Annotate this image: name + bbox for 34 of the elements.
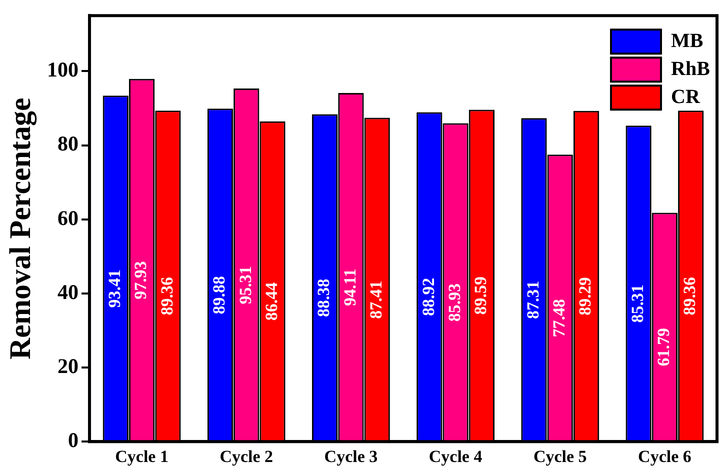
data-label: 86.44	[262, 282, 281, 321]
x-tick-label: Cycle 6	[638, 447, 692, 466]
data-label: 94.11	[340, 268, 360, 306]
y-tick-label: 60	[58, 206, 78, 230]
data-label: 89.88	[210, 276, 229, 314]
data-label: 87.41	[366, 280, 386, 319]
data-label: 93.41	[105, 269, 124, 308]
x-tick-label: Cycle 5	[533, 447, 587, 466]
legend-label: MB	[671, 30, 704, 52]
data-label: 97.93	[131, 261, 150, 300]
data-label: 89.36	[157, 276, 176, 316]
x-tick-label: Cycle 3	[324, 447, 378, 466]
data-label: 95.31	[236, 266, 255, 304]
x-tick-label: Cycle 1	[115, 447, 168, 466]
y-tick-label: 20	[58, 354, 78, 378]
data-label: 88.38	[314, 278, 334, 318]
data-label: 87.31	[523, 280, 542, 320]
data-label: 77.48	[550, 298, 569, 338]
data-label: 89.29	[576, 277, 595, 316]
data-label: 89.36	[680, 276, 700, 316]
y-tick-label: 100	[47, 58, 78, 82]
legend-label: RhB	[671, 58, 710, 80]
data-label: 89.59	[471, 276, 490, 315]
y-tick-label: 40	[58, 280, 78, 304]
data-label: 61.79	[654, 328, 674, 366]
y-tick-label: 80	[58, 132, 78, 156]
data-label: 85.31	[628, 284, 647, 323]
data-label: 88.92	[418, 278, 438, 316]
x-tick-label: Cycle 2	[220, 447, 274, 466]
x-tick-label: Cycle 4	[428, 447, 483, 466]
legend-label: CR	[671, 86, 700, 108]
y-axis-title: Removal Percentage	[4, 98, 37, 360]
y-tick-label: 0	[68, 428, 78, 452]
data-label: 85.93	[444, 283, 464, 322]
